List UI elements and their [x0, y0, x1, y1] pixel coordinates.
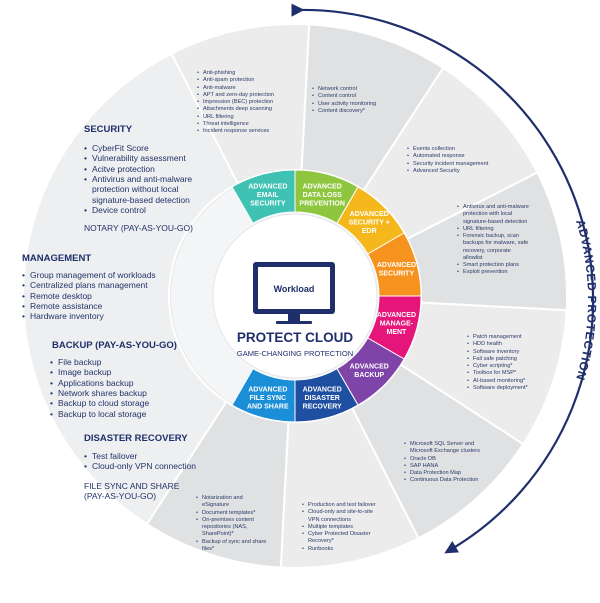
- notary-label: NOTARY (PAY-AS-YOU-GO): [84, 223, 193, 233]
- disaster-title: DISASTER RECOVERY: [84, 433, 188, 444]
- edr-detail-item: Security incident management: [407, 161, 488, 169]
- management-list: Group management of workloadsCentralized…: [22, 270, 192, 322]
- dlp-detail-item: User activity monitoring: [312, 101, 376, 109]
- security-list: CyberFit ScoreVulnerability assessmentAc…: [84, 143, 214, 216]
- backup-title: BACKUP (PAY-AS-YOU-GO): [52, 340, 177, 351]
- security-title: SECURITY: [84, 124, 133, 135]
- mgmt-detail-item: Software inventory: [467, 349, 528, 357]
- management-item: Group management of workloads: [22, 270, 192, 281]
- management-item: Remote desktop: [22, 291, 192, 302]
- filesync-label: FILE SYNC AND SHARE (PAY-AS-YOU-GO): [84, 481, 180, 502]
- segment-label-backup: ADVANCED BACKUP: [350, 363, 389, 379]
- backup-list: File backupImage backupApplications back…: [50, 357, 200, 420]
- security-item: CyberFit Score: [84, 143, 214, 154]
- email-detail-item: URL filtering: [197, 114, 274, 122]
- advanced-protection-arc: [291, 3, 595, 554]
- security-item: Antivirus and anti-malware protection wi…: [84, 174, 214, 205]
- mgmt-detail-item: AI-based monitoring*: [467, 378, 528, 386]
- email-detail-item: Incident response services: [197, 128, 274, 136]
- security-item: Device control: [84, 205, 214, 216]
- sec-detail-item: Smart protection plans: [457, 262, 529, 270]
- workload-label: Workload: [274, 284, 315, 294]
- mgmt-detail-item: Cyber scripting*: [467, 363, 528, 371]
- edr-detail-item: Advanced Security: [407, 168, 488, 176]
- disaster-item: Test failover: [84, 451, 234, 462]
- mgmt-detail-item: HDD health: [467, 341, 528, 349]
- backup-item: Applications backup: [50, 378, 200, 389]
- monitor-base: [276, 321, 312, 324]
- management-item: Hardware inventory: [22, 311, 192, 322]
- disaster-item: Cloud-only VPN connection: [84, 461, 234, 472]
- backup-item: File backup: [50, 357, 200, 368]
- backup-item: Image backup: [50, 367, 200, 378]
- email-detail-item: APT and zero-day protection: [197, 92, 274, 100]
- backup-detail-item: Continuous Data Protection: [404, 477, 480, 485]
- segment-label-fss: ADVANCED FILE SYNC AND SHARE: [247, 386, 289, 410]
- dlp-detail-item: Network control: [312, 86, 376, 94]
- center-title: PROTECT CLOUD: [237, 330, 353, 345]
- mgmt-detail-item: Fail safe patching: [467, 356, 528, 364]
- file-sync-list: Notarization andeSignatureDocument templ…: [196, 495, 266, 553]
- segment-label-dr: ADVANCED DISASTER RECOVERY: [303, 386, 342, 410]
- mgmt-detail-item: Patch management: [467, 334, 528, 342]
- email-detail-item: Anti-phishing: [197, 70, 274, 78]
- sec-detail-item: Exploit prevention: [457, 269, 529, 277]
- sec-detail-item: URL filtering: [457, 226, 529, 234]
- segment-label-dlp: ADVANCED DATA LOSS PREVENTION: [299, 184, 345, 208]
- email-detail-item: Anti-spam protection: [197, 77, 274, 85]
- disaster-list: Test failoverCloud-only VPN connection: [84, 451, 234, 472]
- email-security-list: Anti-phishingAnti-spam protectionAnti-ma…: [197, 70, 274, 136]
- dr-detail-item: Runbooks: [302, 546, 376, 554]
- mgmt-detail-item: Toolbox for MSP*: [467, 370, 528, 378]
- backup-detail-item: SAP HANA: [404, 463, 480, 471]
- backup-item: Network shares backup: [50, 388, 200, 399]
- edr-detail-item: Events collection: [407, 146, 488, 154]
- dr-detail-item: Production and test failover: [302, 502, 376, 510]
- edr-list: Events collectionAutomated responseSecur…: [407, 146, 488, 175]
- center-subtitle: GAME-CHANGING PROTECTION: [237, 349, 353, 358]
- disaster-recovery-list: Production and test failoverCloud-only a…: [302, 502, 376, 553]
- edr-detail-item: Automated response: [407, 153, 488, 161]
- email-detail-item: Impression (BEC) protection: [197, 99, 274, 107]
- security-item: Vulnerability assessment: [84, 153, 214, 164]
- backup-detail-item: Data Protection Map: [404, 470, 480, 478]
- email-detail-item: Threat intelligence: [197, 121, 274, 129]
- advanced-management-list: Patch managementHDD healthSoftware inven…: [467, 334, 528, 392]
- dlp-list: Network controlContent controlUser activ…: [312, 86, 376, 115]
- management-item: Centralized plans management: [22, 280, 192, 291]
- segment-fss: [231, 368, 296, 423]
- advanced-protection-label: ADVANCED PROTECTION: [573, 218, 599, 383]
- email-detail-item: Anti-malware: [197, 85, 274, 93]
- mgmt-detail-item: Software deployment*: [467, 385, 528, 393]
- management-title: MANAGEMENT: [22, 253, 92, 264]
- monitor-neck: [288, 314, 300, 322]
- security-item: Acitve protection: [84, 164, 214, 175]
- dlp-detail-item: Content discovery*: [312, 108, 376, 116]
- backup-detail-item: Oracle DB: [404, 456, 480, 464]
- backup-item: Backup to local storage: [50, 409, 200, 420]
- email-detail-item: Attachments deep scanning: [197, 106, 274, 114]
- management-item: Remote assistance: [22, 301, 192, 312]
- dlp-detail-item: Content control: [312, 93, 376, 101]
- segment-label-sec: ADVANCED SECURITY: [377, 262, 416, 278]
- fss-detail-item: Document templates*: [196, 510, 266, 518]
- segment-label-email: ADVANCED EMAIL SECURITY: [248, 184, 287, 208]
- backup-item: Backup to cloud storage: [50, 398, 200, 409]
- dr-detail-item: Multiple templates: [302, 524, 376, 532]
